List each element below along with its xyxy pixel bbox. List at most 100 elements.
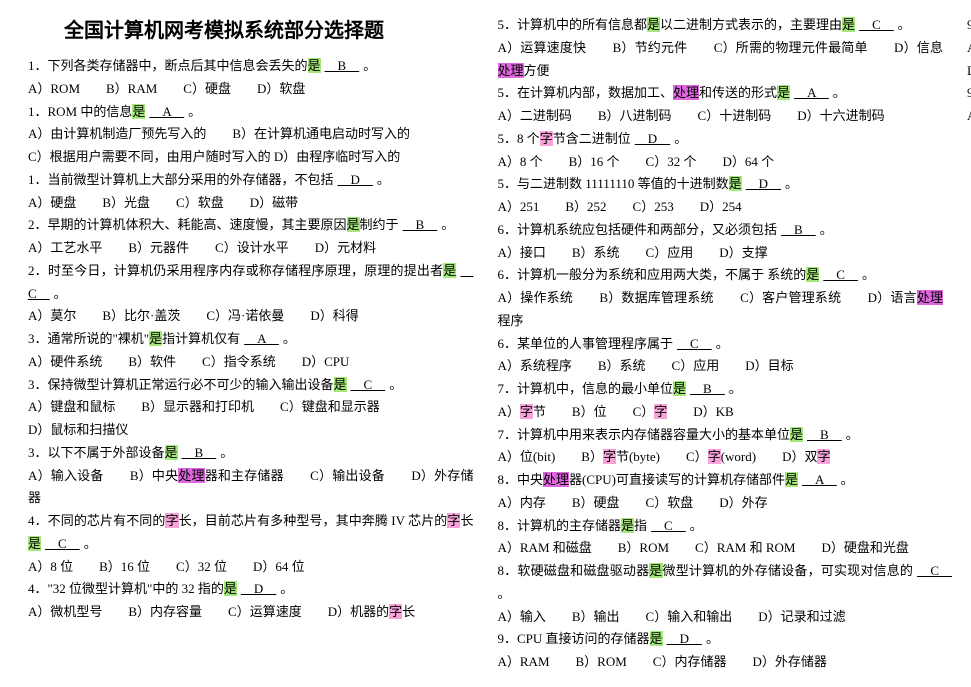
highlight: 字 <box>540 131 553 146</box>
answer-blank: A <box>240 331 283 346</box>
page-title: 全国计算机网考模拟系统部分选择题 <box>64 14 474 49</box>
question-text: 8．计算机的主存储器是指 C 。 <box>498 515 944 538</box>
answer-blank: B <box>178 445 221 460</box>
question-options: A）CPU 和 RAM B）控制器和运算器 C）控制器和 RAMD）运算器和 I… <box>967 37 971 83</box>
question-text: 9．微型计算机中的"奔 3"(PIII)或"奔 4"(PIV)指的是 A 。 <box>967 82 971 105</box>
question-text: 1．ROM 中的信息是 A 。 <box>28 101 474 124</box>
highlight: 是 <box>649 563 662 578</box>
question: 3．保持微型计算机正常运行必不可少的输入输出设备是 C 。A）键盘和鼠标 B）显… <box>28 374 474 442</box>
question: 5．计算机中的所有信息都是以二进制方式表示的，主要理由是 C 。A）运算速度快 … <box>498 14 944 82</box>
question: 6．计算机系统应包括硬件和两部分，又必须包括 B 。A）接口 B）系统 C）应用… <box>498 219 944 265</box>
highlight: 是 <box>647 17 660 32</box>
question: 3．通常所说的"裸机"是指计算机仅有 A 。A）硬件系统 B）软件 C）指令系统… <box>28 328 474 374</box>
question: 8．计算机的主存储器是指 C 。A）RAM 和磁盘 B）ROM C）RAM 和 … <box>498 515 944 561</box>
question-options: A）8 个 B）16 个 C）32 个 D）64 个 <box>498 151 944 174</box>
highlight: 处理 <box>917 290 943 305</box>
highlight: 是 <box>308 58 321 73</box>
question-text: 9．CPU 直接访问的存储器是 D 。 <box>498 628 944 651</box>
question: 1．ROM 中的信息是 A 。A）由计算机制造厂预先写入的 B）在计算机通电启动… <box>28 101 474 169</box>
highlight: 是 <box>334 377 347 392</box>
question-text: 2．时至今日，计算机仍采用程序内存或称存储程序原理，原理的提出者是 C 。 <box>28 260 474 306</box>
question: 6．计算机一般分为系统和应用两大类，不属于 系统的是 C 。A）操作系统 B）数… <box>498 264 944 332</box>
question: 1．下列各类存储器中，断点后其中信息会丢失的是 B 。A）ROM B）RAM C… <box>28 55 474 101</box>
highlight: 是 <box>224 581 237 596</box>
question-options: A）硬盘 B）光盘 C）软盘 D）磁带 <box>28 192 474 215</box>
highlight: 是 <box>650 631 663 646</box>
answer-blank: C <box>28 263 473 301</box>
question: 8．中央处理器(CPU)可直接读写的计算机存储部件是 A 。A）内存 B）硬盘 … <box>498 469 944 515</box>
question-options: A）工艺水平 B）元器件 C）设计水平 D）元材料 <box>28 237 474 260</box>
highlight: 是 <box>621 518 634 533</box>
answer-blank: D <box>237 581 280 596</box>
question-text: 1．下列各类存储器中，断点后其中信息会丢失的是 B 。 <box>28 55 474 78</box>
question-options: A）接口 B）系统 C）应用 D）支撑 <box>498 242 944 265</box>
highlight: 字 <box>389 604 402 619</box>
highlight: 是 <box>347 217 360 232</box>
highlight: 处理 <box>498 63 524 78</box>
highlight: 是 <box>729 176 742 191</box>
highlight: 是 <box>842 17 855 32</box>
highlight: 字 <box>447 513 460 528</box>
highlight: 是 <box>165 445 178 460</box>
highlight: 处理 <box>543 472 569 487</box>
answer-blank: B <box>777 222 820 237</box>
page-container: 全国计算机网考模拟系统部分选择题 1．下列各类存储器中，断点后其中信息会丢失的是… <box>28 14 943 674</box>
highlight: 是 <box>28 536 41 551</box>
question: 7．计算机中用来表示内存储器容量大小的基本单位是 B 。A）位(bit) B）字… <box>498 424 944 470</box>
question-options: A）251 B）252 C）253 D）254 <box>498 196 944 219</box>
highlight: 处理 <box>178 468 204 483</box>
answer-blank: A <box>798 472 841 487</box>
question-text: 5．在计算机内部，数据加工、处理和传送的形式是 A 。 <box>498 82 944 105</box>
highlight: 是 <box>132 104 145 119</box>
answer-blank: C <box>819 267 862 282</box>
question-text: 5．8 个字节含二进制位 D 。 <box>498 128 944 151</box>
highlight: 是 <box>806 267 819 282</box>
question-options: A）由计算机制造厂预先写入的 B）在计算机通电启动时写入的C）根据用户需要不同，… <box>28 123 474 169</box>
question-options: A）输入设备 B）中央处理器和主存储器 C）输出设备 D）外存储器 <box>28 465 474 511</box>
question-options: A）操作系统 B）数据库管理系统 C）客户管理系统 D）语言处理程序 <box>498 287 944 333</box>
question: 5．在计算机内部，数据加工、处理和传送的形式是 A 。A）二进制码 B）八进制码… <box>498 82 944 128</box>
highlight: 是 <box>785 472 798 487</box>
question-options: A）CPU 的型号 B）显示器的型号 C）打印机的型号 <box>967 105 971 128</box>
answer-blank: A <box>790 85 833 100</box>
question: 5．8 个字节含二进制位 D 。A）8 个 B）16 个 C）32 个 D）64… <box>498 128 944 174</box>
highlight: 是 <box>777 85 790 100</box>
answer-blank: D <box>631 131 674 146</box>
answer-blank: B <box>399 217 442 232</box>
question-options: A）键盘和鼠标 B）显示器和打印机 C）键盘和显示器D）鼠标和扫描仪 <box>28 396 474 442</box>
question: 9．微型计算机中的"奔 3"(PIII)或"奔 4"(PIV)指的是 A 。A）… <box>967 82 971 128</box>
question-options: A）系统程序 B）系统 C）应用 D）目标 <box>498 355 944 378</box>
answer-blank: C <box>913 563 956 578</box>
highlight: 字 <box>708 449 721 464</box>
highlight: 处理 <box>673 85 699 100</box>
question: 4．"32 位微型计算机"中的 32 指的是 D 。A）微机型号 B）内存容量 … <box>28 578 474 624</box>
question-options: A）RAM B）ROM C）内存储器 D）外存储器 <box>498 651 944 674</box>
question-options: A）运算速度快 B）节约元件 C）所需的物理元件最简单 D）信息处理方便 <box>498 37 944 83</box>
question-options: A）RAM 和磁盘 B）ROM C）RAM 和 ROM D）硬盘和光盘 <box>498 537 944 560</box>
highlight: 字 <box>165 513 178 528</box>
answer-blank: D <box>663 631 706 646</box>
question-text: 7．计算机中，信息的最小单位是 B 。 <box>498 378 944 401</box>
question-text: 3．保持微型计算机正常运行必不可少的输入输出设备是 C 。 <box>28 374 474 397</box>
question: 3．以下不属于外部设备是 B 。A）输入设备 B）中央处理器和主存储器 C）输出… <box>28 442 474 510</box>
highlight: 是 <box>149 331 162 346</box>
question-options: A）位(bit) B）字节(byte) C）字(word) D）双字 <box>498 446 944 469</box>
question: 8．软硬磁盘和磁盘驱动器是微型计算机的外存储设备，可实现对信息的 C 。A）输入… <box>498 560 944 628</box>
answer-blank: D <box>742 176 785 191</box>
question: 6．某单位的人事管理程序属于 C 。A）系统程序 B）系统 C）应用 D）目标 <box>498 333 944 379</box>
question-options: A）微机型号 B）内存容量 C）运算速度 D）机器的字长 <box>28 601 474 624</box>
question: 9．CPU 直接访问的存储器是 D 。A）RAM B）ROM C）内存储器 D）… <box>498 628 944 674</box>
question-text: 3．以下不属于外部设备是 B 。 <box>28 442 474 465</box>
answer-blank: A <box>145 104 188 119</box>
question-options: A）二进制码 B）八进制码 C）十进制码 D）十六进制码 <box>498 105 944 128</box>
answer-blank: B <box>686 381 729 396</box>
answer-blank: C <box>647 518 690 533</box>
question-text: 3．通常所说的"裸机"是指计算机仅有 A 。 <box>28 328 474 351</box>
question-text: 1．当前微型计算机上大部分采用的外存储器，不包括 D 。 <box>28 169 474 192</box>
highlight: 字 <box>603 449 616 464</box>
answer-blank: B <box>803 427 846 442</box>
question-text: 6．计算机一般分为系统和应用两大类，不属于 系统的是 C 。 <box>498 264 944 287</box>
question-text: 6．某单位的人事管理程序属于 C 。 <box>498 333 944 356</box>
question-text: 8．中央处理器(CPU)可直接读写的计算机存储部件是 A 。 <box>498 469 944 492</box>
highlight: 是 <box>790 427 803 442</box>
